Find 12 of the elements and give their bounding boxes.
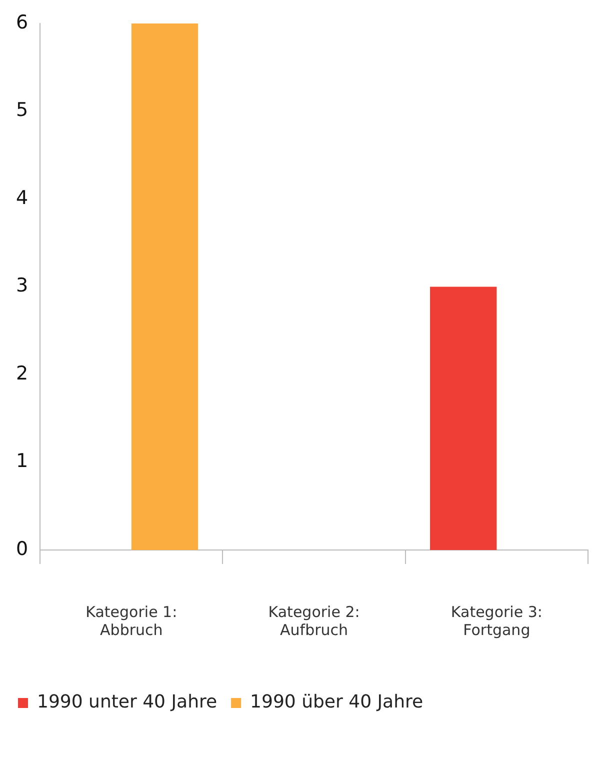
x-tick-label: Kategorie 1: Abbruch (86, 602, 178, 639)
y-tick-label: 1 (16, 450, 28, 472)
y-tick-label: 3 (16, 274, 28, 297)
y-tick-label: 5 (16, 99, 28, 122)
y-tick-label: 0 (16, 538, 28, 560)
y-tick-label: 2 (16, 362, 28, 384)
x-tick-label: Kategorie 3: Fortgang (450, 602, 542, 639)
y-tick-label: 6 (16, 11, 28, 34)
legend-label: 1990 unter 40 Jahre (37, 692, 218, 713)
x-tick-label: Kategorie 2: Aufbruch (268, 602, 360, 639)
legend-label: 1990 über 40 Jahre (250, 692, 424, 713)
y-tick-label: 4 (16, 186, 28, 209)
